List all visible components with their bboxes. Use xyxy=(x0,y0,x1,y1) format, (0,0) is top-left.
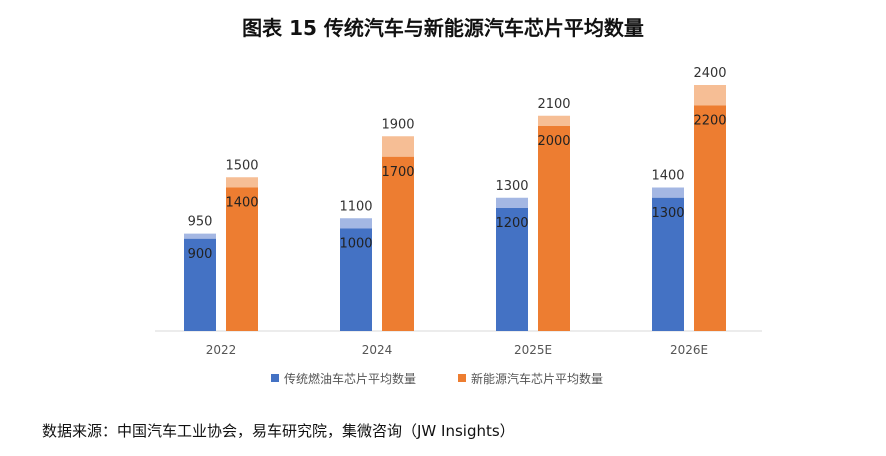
legend-swatch-1 xyxy=(271,374,279,382)
x-tick-label: 2026E xyxy=(670,343,708,357)
bar-top-nev-2025e xyxy=(538,115,570,126)
bar-fuel-2025e xyxy=(496,208,528,331)
bar-top-nev-2026e xyxy=(694,85,726,106)
legend: 传统燃油车芯片平均数量 新能源汽车芯片平均数量 xyxy=(271,371,603,386)
label-bar-fuel-2026e: 1300 xyxy=(651,206,684,221)
label-bar-nev-2022: 1400 xyxy=(225,196,258,211)
legend-label-1: 传统燃油车芯片平均数量 xyxy=(284,371,416,386)
bar-nev-2026e xyxy=(694,105,726,331)
bar-top-nev-2024 xyxy=(382,136,414,157)
label-bar-nev-2025e: 2000 xyxy=(537,134,570,149)
bar-top-fuel-2024 xyxy=(340,218,372,229)
labels-group: 950 900 1500 1400 2022 1100 1000 1900 1700 2024 13… xyxy=(188,66,727,357)
bars-group xyxy=(184,85,726,331)
label-top-nev-2026e: 2400 xyxy=(693,66,726,81)
label-bar-fuel-2025e: 1200 xyxy=(495,216,528,231)
label-top-nev-2024: 1900 xyxy=(381,117,414,132)
x-tick-label: 2025E xyxy=(514,343,552,357)
label-top-nev-2022: 1500 xyxy=(225,158,258,173)
bar-top-fuel-2026e xyxy=(652,187,684,198)
label-bar-fuel-2022: 900 xyxy=(188,247,213,262)
legend-label-2: 新能源汽车芯片平均数量 xyxy=(471,371,603,386)
legend-swatch-2 xyxy=(458,374,466,382)
bar-fuel-2024 xyxy=(340,228,372,331)
label-top-nev-2025e: 2100 xyxy=(537,97,570,112)
bar-nev-2022 xyxy=(226,187,258,331)
bar-top-fuel-2025e xyxy=(496,197,528,208)
data-source-note: 数据来源：中国汽车工业协会，易车研究院，集微咨询（JW Insights） xyxy=(42,422,515,440)
x-tick-label: 2022 xyxy=(206,343,237,357)
label-bar-fuel-2024: 1000 xyxy=(339,237,372,252)
bar-top-fuel-2022 xyxy=(184,233,216,239)
label-top-fuel-2025e: 1300 xyxy=(495,179,528,194)
bar-fuel-2026e xyxy=(652,197,684,331)
label-bar-nev-2026e: 2200 xyxy=(693,114,726,129)
chart-title: 图表 15 传统汽车与新能源汽车芯片平均数量 xyxy=(242,16,644,40)
bar-top-nev-2022 xyxy=(226,177,258,188)
bar-nev-2024 xyxy=(382,156,414,331)
bar-chart: 950 900 1500 1400 2022 1100 1000 1900 1700 2024 13… xyxy=(155,66,762,386)
bar-fuel-2022 xyxy=(184,238,216,331)
label-top-fuel-2024: 1100 xyxy=(339,199,372,214)
label-bar-nev-2024: 1700 xyxy=(381,165,414,180)
label-top-fuel-2026e: 1400 xyxy=(651,169,684,184)
x-tick-label: 2024 xyxy=(362,343,393,357)
bar-nev-2025e xyxy=(538,126,570,331)
label-top-fuel-2022: 950 xyxy=(188,215,213,230)
